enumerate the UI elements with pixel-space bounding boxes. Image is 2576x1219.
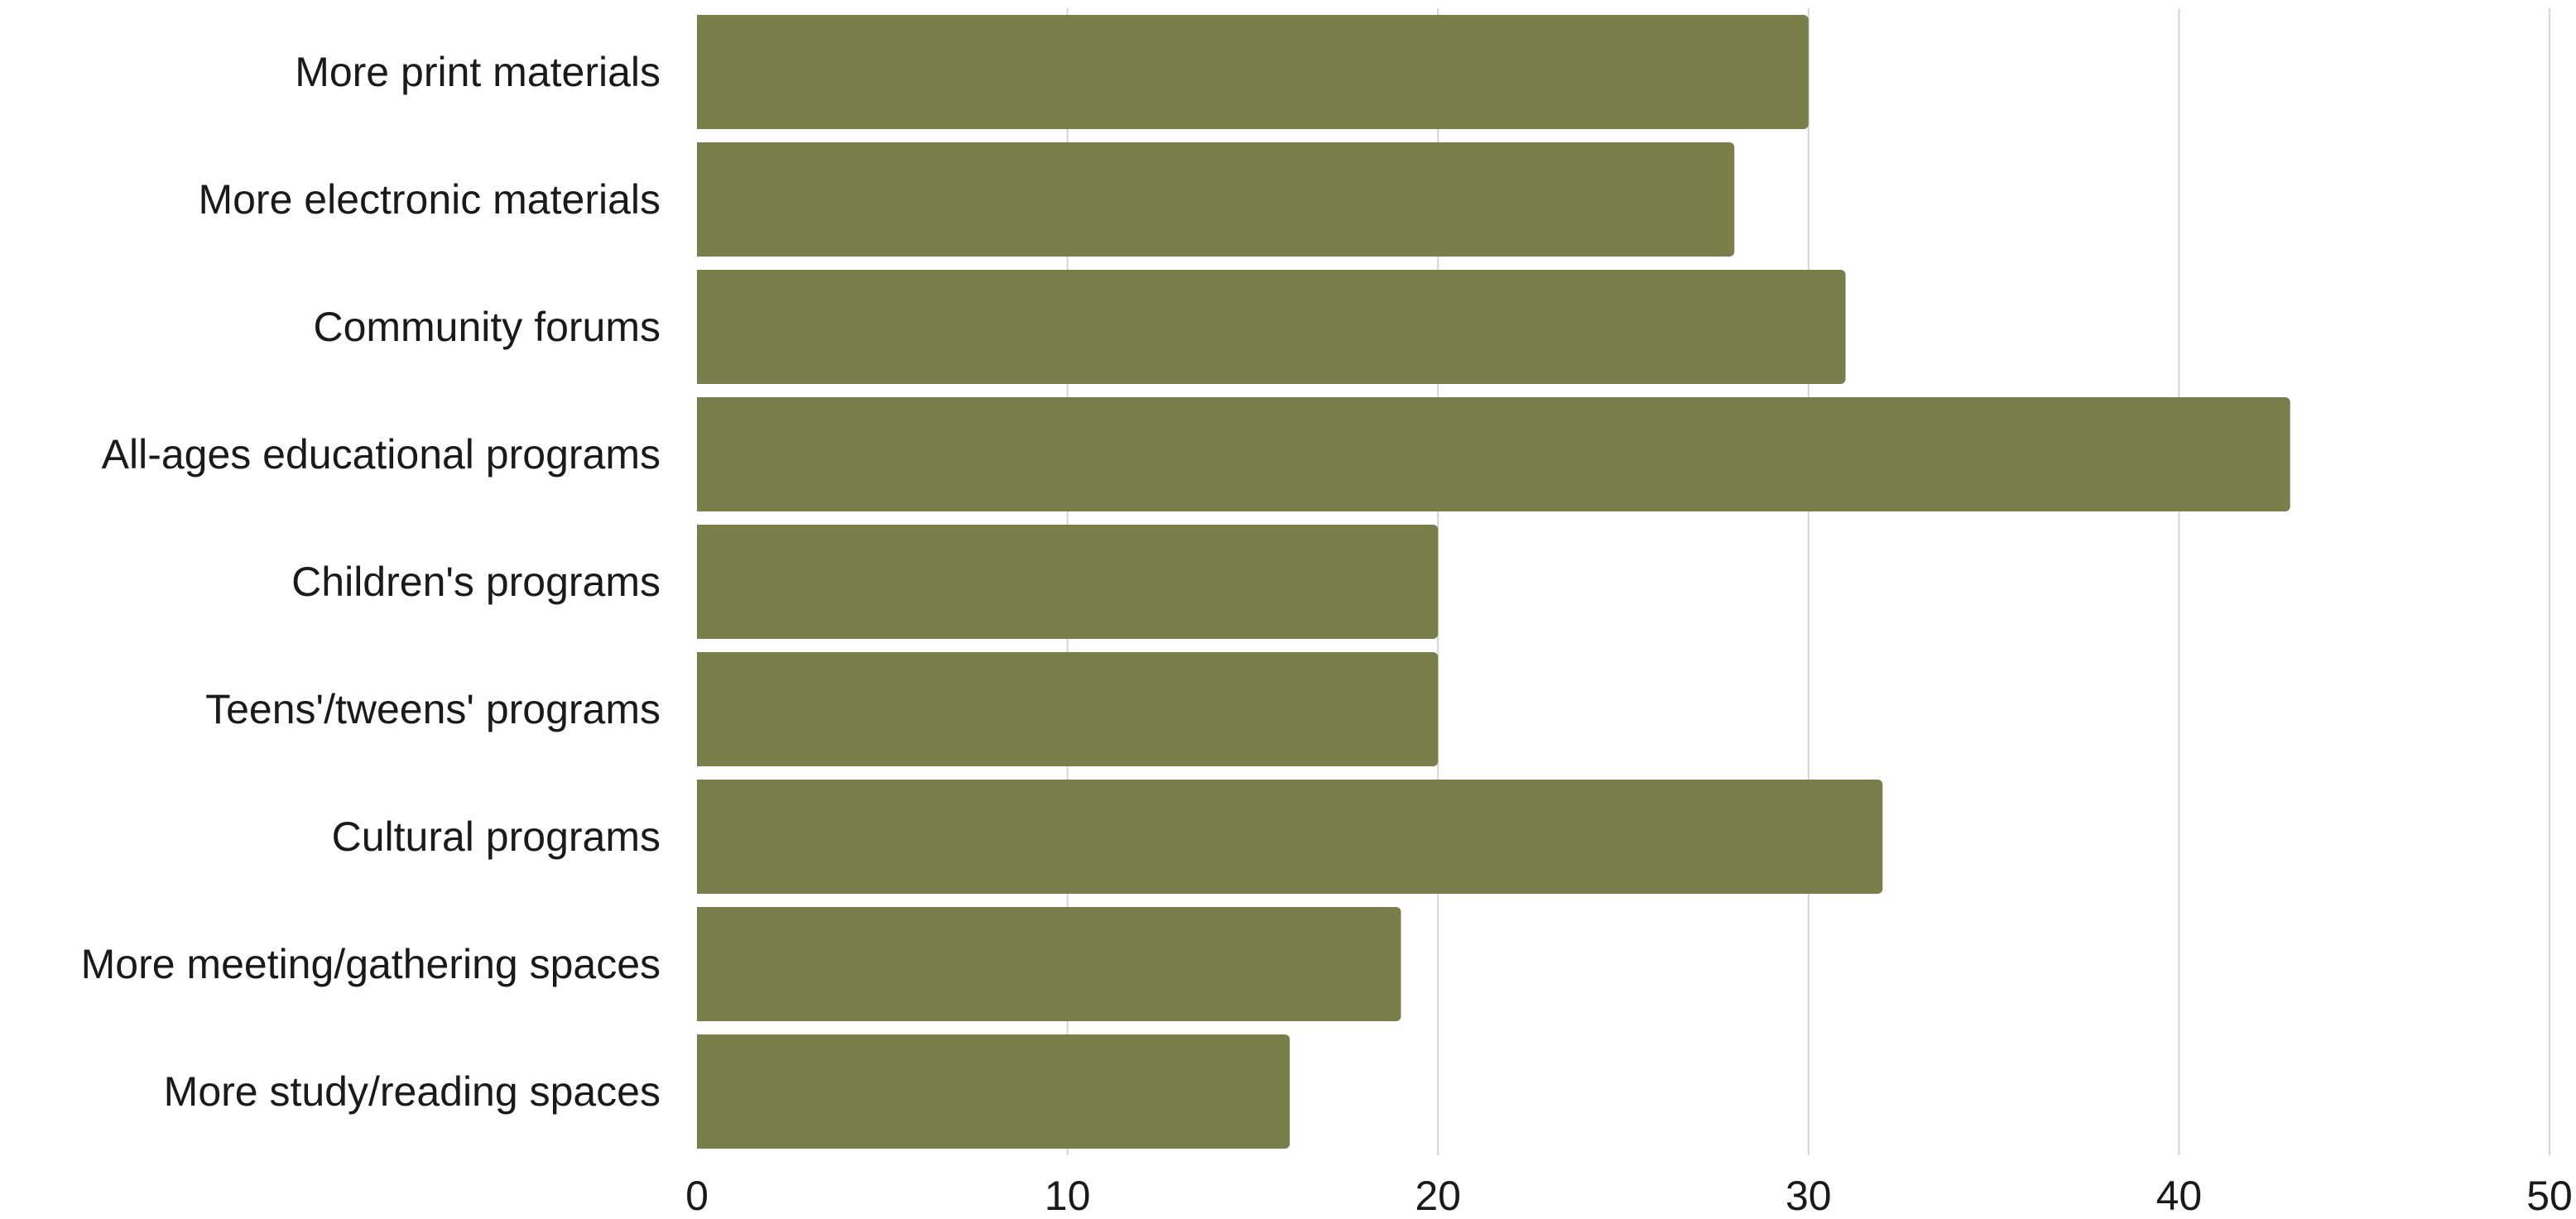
bar [697,1034,1290,1149]
category-label: All-ages educational programs [102,431,661,478]
bar [697,270,1846,384]
x-tick-label: 30 [1785,1173,1832,1219]
category-label: Children's programs [291,559,661,605]
category-label: Cultural programs [332,813,661,860]
category-label: Teens'/tweens' programs [205,686,661,732]
bar-edge [697,142,707,257]
bar-edge [697,780,707,894]
x-tick-label: 40 [2156,1173,2203,1219]
bar [697,780,1883,894]
bar [697,907,1401,1021]
category-label: More study/reading spaces [164,1068,661,1115]
x-axis-ticks: 0 10 20 30 40 50 [685,1173,2573,1219]
bar-edge [697,270,707,384]
bar [697,397,2290,511]
x-tick-label: 50 [2526,1173,2573,1219]
category-label: More meeting/gathering spaces [81,941,661,987]
category-label: More electronic materials [198,176,661,223]
bar [697,525,1439,639]
bar-edge [697,652,707,766]
bar-layer [697,15,2290,1149]
bar [697,15,1809,129]
bar [697,142,1735,257]
x-tick-label: 20 [1415,1173,1461,1219]
category-labels: More print materials More electronic mate… [81,49,661,1115]
x-tick-label: 10 [1045,1173,1091,1219]
bar [697,652,1439,766]
bar-edge [697,525,707,639]
bar-edge [697,907,707,1021]
x-tick-label: 0 [685,1173,709,1219]
bar-edge [697,15,707,129]
category-label: Community forums [313,304,661,350]
bar-edge [697,397,707,511]
category-label: More print materials [295,49,661,95]
bar-edge [697,1034,707,1149]
